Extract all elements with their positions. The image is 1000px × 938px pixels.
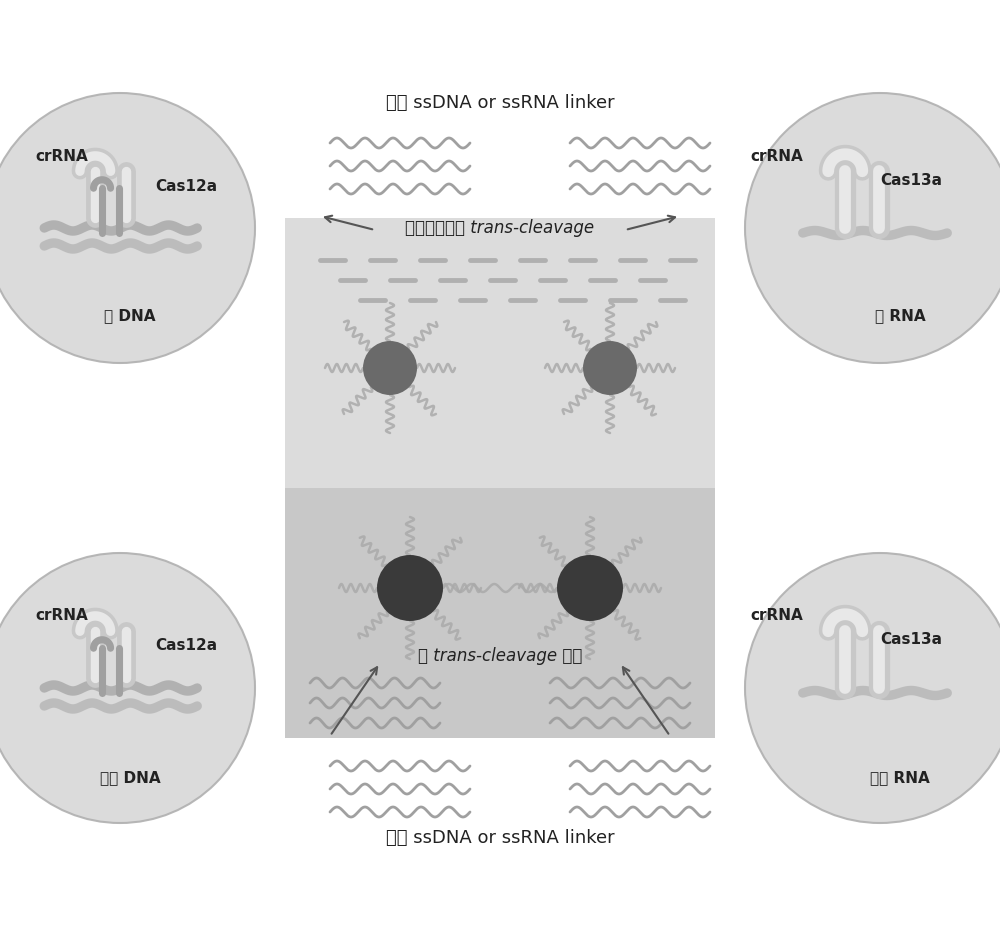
Circle shape (745, 93, 1000, 363)
Text: 无靶 RNA: 无靶 RNA (870, 770, 930, 785)
FancyBboxPatch shape (285, 488, 715, 738)
Circle shape (0, 93, 255, 363)
Text: crRNA: crRNA (35, 148, 88, 163)
Text: 靶 RNA: 靶 RNA (875, 309, 925, 324)
Circle shape (0, 553, 255, 823)
Text: Cas12a: Cas12a (155, 178, 217, 193)
Circle shape (583, 341, 637, 395)
Text: crRNA: crRNA (750, 609, 803, 624)
Text: 靶 DNA: 靶 DNA (104, 309, 156, 324)
Text: Cas13a: Cas13a (880, 173, 942, 188)
Text: 无 trans-cleavage 活性: 无 trans-cleavage 活性 (418, 647, 582, 665)
Text: Cas13a: Cas13a (880, 632, 942, 647)
Text: 依赖靶核酸的 trans-cleavage: 依赖靶核酸的 trans-cleavage (405, 219, 595, 237)
Circle shape (377, 555, 443, 621)
Circle shape (557, 555, 623, 621)
Text: 通用 ssDNA or ssRNA linker: 通用 ssDNA or ssRNA linker (386, 94, 614, 112)
Text: 通用 ssDNA or ssRNA linker: 通用 ssDNA or ssRNA linker (386, 829, 614, 847)
Text: crRNA: crRNA (750, 148, 803, 163)
Text: crRNA: crRNA (35, 609, 88, 624)
Text: Cas12a: Cas12a (155, 639, 217, 654)
Circle shape (745, 553, 1000, 823)
Circle shape (363, 341, 417, 395)
Text: 无靶 DNA: 无靶 DNA (100, 770, 160, 785)
FancyBboxPatch shape (285, 218, 715, 488)
